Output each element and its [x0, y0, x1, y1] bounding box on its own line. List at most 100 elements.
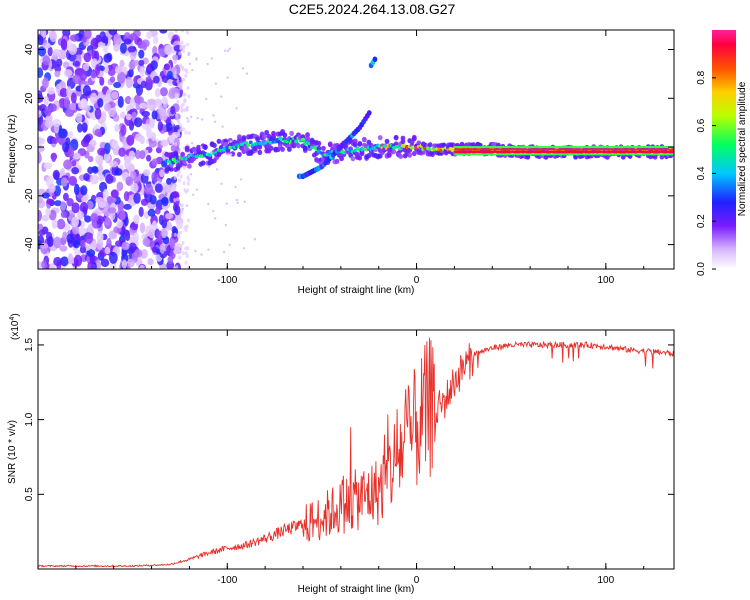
- noise-cell: [153, 75, 160, 84]
- noise-cell: [66, 197, 74, 207]
- noise-cell: [178, 255, 182, 260]
- noise-cell: [186, 181, 190, 186]
- noise-cell: [133, 117, 143, 128]
- noise-cell: [121, 241, 130, 251]
- noise-cell: [173, 70, 177, 75]
- noise-cell: [182, 181, 186, 186]
- colorbar-tick-label: 0.0: [696, 262, 707, 276]
- noise-cell: [183, 97, 187, 102]
- noise-cell: [121, 259, 128, 269]
- ridge-halo-cell: [377, 135, 383, 141]
- noise-cell: [90, 174, 99, 185]
- noise-cell: [114, 124, 120, 132]
- noise-cell: [83, 173, 90, 182]
- spectrogram-xtick-label: -100: [217, 275, 237, 286]
- noise-cell: [71, 160, 77, 167]
- noise-cell: [167, 256, 174, 265]
- noise-cell: [43, 95, 49, 106]
- noise-cell: [90, 38, 99, 50]
- noise-cell: [176, 246, 180, 251]
- noise-cell: [185, 69, 189, 74]
- noise-cell: [170, 144, 180, 153]
- noise-cell: [188, 52, 191, 55]
- noise-cell: [70, 34, 79, 42]
- noise-cell: [67, 253, 73, 265]
- noise-cell: [53, 256, 62, 267]
- noise-cell: [129, 32, 138, 41]
- spectrogram-ytick-label: -20: [24, 188, 35, 203]
- noise-cell: [179, 203, 182, 206]
- noise-cell: [66, 39, 73, 52]
- ridge-halo-cell: [202, 144, 208, 150]
- noise-cell: [180, 104, 184, 109]
- noise-cell: [106, 195, 114, 204]
- steady-band: [454, 148, 674, 151]
- noise-cell: [51, 137, 59, 145]
- noise-cell: [139, 264, 145, 269]
- noise-cell: [245, 72, 249, 75]
- noise-cell: [38, 105, 43, 112]
- noise-cell: [42, 77, 49, 89]
- noise-cell: [226, 49, 230, 53]
- noise-cell: [234, 185, 237, 188]
- ridge-core-cell: [248, 140, 253, 145]
- noise-cell: [167, 70, 173, 79]
- snr-scale-label: (x10: [10, 320, 21, 340]
- noise-cell: [133, 214, 140, 225]
- noise-cell: [192, 193, 195, 196]
- noise-cell: [54, 200, 62, 207]
- noise-cell: [176, 99, 180, 104]
- noise-cell: [79, 245, 87, 254]
- colorbar-gradient: [712, 30, 736, 269]
- noise-cell: [116, 219, 123, 229]
- noise-cell: [113, 33, 122, 46]
- noise-cell: [165, 212, 174, 220]
- noise-cell: [173, 59, 177, 64]
- noise-cell: [71, 152, 81, 160]
- noise-cell: [151, 220, 158, 231]
- noise-cell: [174, 75, 178, 80]
- noise-cell: [235, 198, 239, 202]
- noise-cell: [123, 203, 132, 210]
- noise-cell: [169, 238, 176, 249]
- noise-cell: [142, 41, 148, 51]
- noise-cell: [157, 121, 164, 132]
- noise-cell: [52, 48, 62, 56]
- noise-cell: [215, 168, 219, 171]
- noise-cell: [103, 53, 112, 63]
- noise-cell: [125, 176, 134, 186]
- colorbar-tick-label: 0.2: [696, 214, 707, 228]
- noise-cell: [185, 30, 189, 35]
- noise-cell: [135, 103, 141, 111]
- noise-cell: [149, 116, 156, 129]
- noise-cell: [63, 97, 70, 109]
- noise-cell: [128, 150, 136, 160]
- noise-cell: [139, 102, 148, 109]
- noise-cell: [119, 59, 125, 68]
- ridge-halo-cell: [257, 144, 263, 150]
- ridge-halo-cell: [339, 155, 345, 162]
- noise-cell: [174, 142, 178, 147]
- noise-cell: [86, 200, 94, 210]
- noise-cell: [41, 260, 47, 269]
- noise-cell: [178, 51, 182, 56]
- noise-cell: [184, 251, 188, 256]
- noise-cell: [49, 30, 57, 43]
- spectrogram-ytick-label: 40: [24, 44, 35, 56]
- ridge-halo-cell: [377, 153, 383, 159]
- noise-cell: [99, 76, 105, 86]
- spectrogram-xlabel: Height of straight line (km): [298, 285, 415, 296]
- noise-cell: [181, 30, 185, 33]
- ridge-halo-cell: [327, 142, 333, 148]
- noise-cell: [90, 240, 97, 251]
- noise-cell: [159, 243, 165, 254]
- noise-cell: [52, 169, 60, 180]
- noise-cell: [71, 216, 80, 228]
- noise-cell: [176, 173, 180, 178]
- spectrogram-xtick-label: 100: [598, 275, 615, 286]
- noise-cell: [173, 183, 177, 188]
- noise-cell: [241, 67, 245, 70]
- noise-cell: [70, 102, 76, 111]
- noise-cell: [177, 169, 181, 174]
- noise-cell: [142, 169, 151, 177]
